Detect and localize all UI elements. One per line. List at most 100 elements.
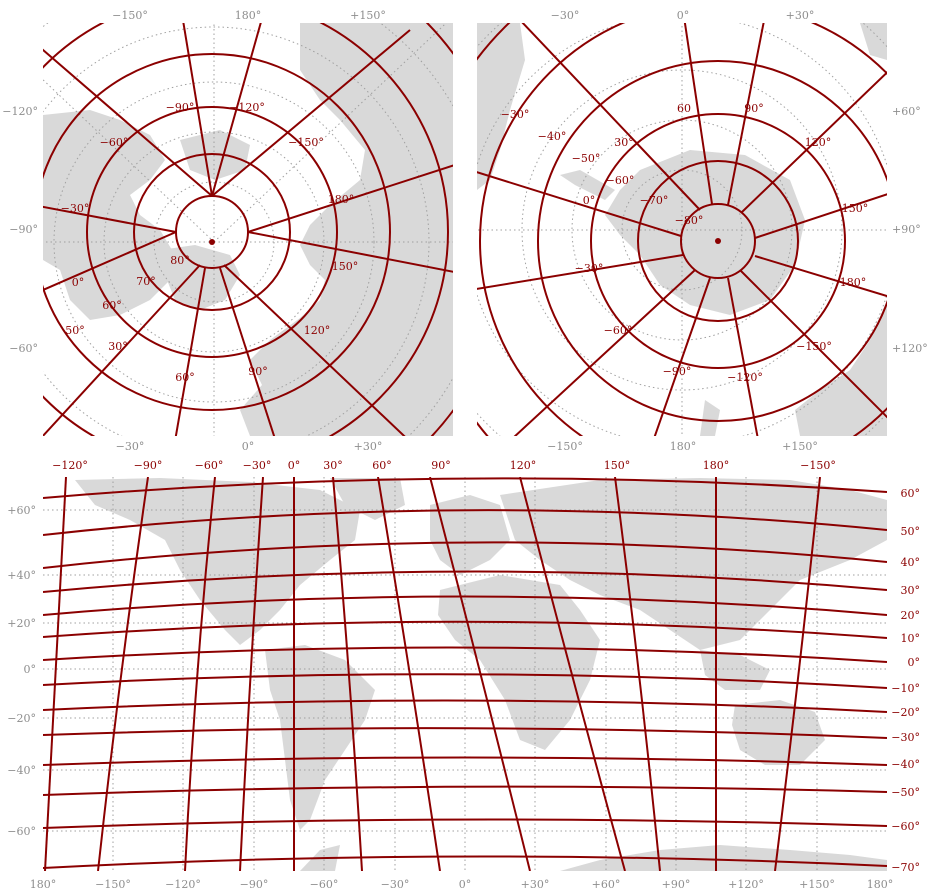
grid-label: −50°	[572, 152, 601, 165]
grid-label: 120°	[805, 136, 832, 149]
north-top-ticks: −150° 180° +150°	[112, 9, 386, 22]
grid-label: 0°	[908, 656, 921, 669]
grid-label: −30°	[501, 108, 530, 121]
grid-label: 40°	[901, 556, 921, 569]
tick-label: +120°	[892, 342, 927, 355]
grid-label: 0°	[288, 459, 301, 472]
grid-label: 90°	[248, 365, 268, 378]
grid-label: −120°	[52, 459, 88, 472]
tick-label: +90°	[892, 223, 921, 236]
grid-label: 30°	[614, 136, 634, 149]
tick-label: 0°	[242, 440, 255, 453]
south-polar-panel: −30° 0° +30° −150° 180° +150° +60° +90° …	[400, 0, 927, 543]
tick-label: +60°	[892, 105, 921, 118]
grid-label: 90°	[744, 102, 764, 115]
north-bottom-ticks: −30° 0° +30°	[116, 440, 383, 453]
south-top-ticks: −30° 0° +30°	[551, 9, 815, 22]
grid-label: 60	[677, 102, 691, 115]
tick-label: −120°	[2, 105, 38, 118]
grid-label: 50°	[65, 324, 85, 337]
tick-label: 180°	[30, 878, 57, 891]
grid-label: −120°	[229, 101, 265, 114]
grid-label: 90°	[431, 459, 451, 472]
grid-label: −40°	[891, 758, 920, 771]
world-left-ticks: +60° +40° +20° 0° −20° −40° −60°	[7, 504, 36, 838]
tick-label: 180°	[670, 440, 697, 453]
tick-label: +90°	[662, 878, 691, 891]
grid-label: 0°	[72, 276, 85, 289]
grid-label: 30°	[901, 584, 921, 597]
tick-label: +40°	[7, 569, 36, 582]
tick-label: +150°	[782, 440, 818, 453]
grid-label: 150°	[332, 260, 359, 273]
grid-label: 0°	[583, 194, 596, 207]
grid-label: −10°	[891, 682, 920, 695]
grid-label: 150°	[604, 459, 631, 472]
grid-label: −150°	[796, 340, 832, 353]
tick-label: 0°	[459, 878, 472, 891]
tick-label: +30°	[354, 440, 383, 453]
tick-label: +60°	[592, 878, 621, 891]
tick-label: −40°	[7, 764, 36, 777]
grid-label: 10°	[901, 632, 921, 645]
grid-label: 30°	[108, 340, 128, 353]
tick-label: −90°	[9, 223, 38, 236]
south-pole-marker	[715, 238, 721, 244]
grid-label: 30°	[323, 459, 343, 472]
grid-label: −70°	[640, 194, 669, 207]
tick-label: −150°	[112, 9, 148, 22]
grid-label: −30°	[891, 731, 920, 744]
grid-label: −30°	[575, 262, 604, 275]
grid-label: −50°	[891, 786, 920, 799]
grid-label: 120°	[510, 459, 537, 472]
tick-label: −20°	[7, 712, 36, 725]
grid-label: 120°	[304, 324, 331, 337]
grid-label: −60°	[606, 174, 635, 187]
grid-label: −90°	[134, 459, 163, 472]
grid-label: −80°	[675, 214, 704, 227]
grid-label: 20°	[901, 609, 921, 622]
world-bottom-ticks: 180° −150° −120° −90° −60° −30° 0° +30° …	[30, 878, 894, 891]
tick-label: −60°	[9, 342, 38, 355]
grid-label: 180°	[703, 459, 730, 472]
grid-label: −60°	[604, 324, 633, 337]
tick-label: 0°	[24, 663, 37, 676]
grid-label: −90°	[663, 365, 692, 378]
grid-label: −60°	[195, 459, 224, 472]
tick-label: −60°	[7, 825, 36, 838]
grid-label: 180°	[840, 276, 867, 289]
tick-label: +30°	[521, 878, 550, 891]
tick-label: −150°	[95, 878, 131, 891]
north-pole-marker	[209, 239, 215, 245]
north-left-ticks: −120° −90° −60°	[2, 105, 38, 355]
grid-label: −20°	[891, 706, 920, 719]
grid-label: −150°	[800, 459, 836, 472]
tick-label: −30°	[116, 440, 145, 453]
grid-label: 60°	[102, 299, 122, 312]
grid-label: 180°	[328, 193, 355, 206]
grid-label: 60°	[175, 371, 195, 384]
south-bottom-ticks: −150° 180° +150°	[547, 440, 818, 453]
grid-label: −30°	[243, 459, 272, 472]
tick-label: +150°	[350, 9, 386, 22]
world-top-labels: −120° −90° −60° −30° 0° 30° 60° 90° 120°…	[52, 459, 836, 472]
grid-label: −70°	[891, 861, 920, 874]
tick-label: +60°	[7, 504, 36, 517]
tick-label: −150°	[547, 440, 583, 453]
tick-label: −60°	[310, 878, 339, 891]
tick-label: 0°	[677, 9, 690, 22]
grid-label: −30°	[61, 202, 90, 215]
grid-label: 70°	[136, 275, 156, 288]
tick-label: −30°	[551, 9, 580, 22]
grid-label: 60°	[372, 459, 392, 472]
south-right-ticks: +60° +90° +120°	[892, 105, 927, 355]
tick-label: −30°	[381, 878, 410, 891]
world-panel: −120° −90° −60° −30° 0° 30° 60° 90° 120°…	[7, 459, 920, 891]
grid-label: −60°	[891, 820, 920, 833]
tick-label: +30°	[786, 9, 815, 22]
grid-label: −150°	[288, 136, 324, 149]
tick-label: +120°	[728, 878, 764, 891]
tick-label: +20°	[7, 617, 36, 630]
grid-label: −60°	[100, 136, 129, 149]
